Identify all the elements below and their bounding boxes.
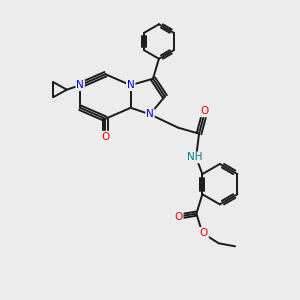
Text: O: O <box>101 132 110 142</box>
Text: O: O <box>200 228 208 238</box>
Text: O: O <box>201 106 209 116</box>
Text: N: N <box>146 109 154 119</box>
Text: NH: NH <box>187 152 202 162</box>
Text: O: O <box>174 212 183 222</box>
Text: N: N <box>127 80 135 90</box>
Text: N: N <box>76 80 84 90</box>
